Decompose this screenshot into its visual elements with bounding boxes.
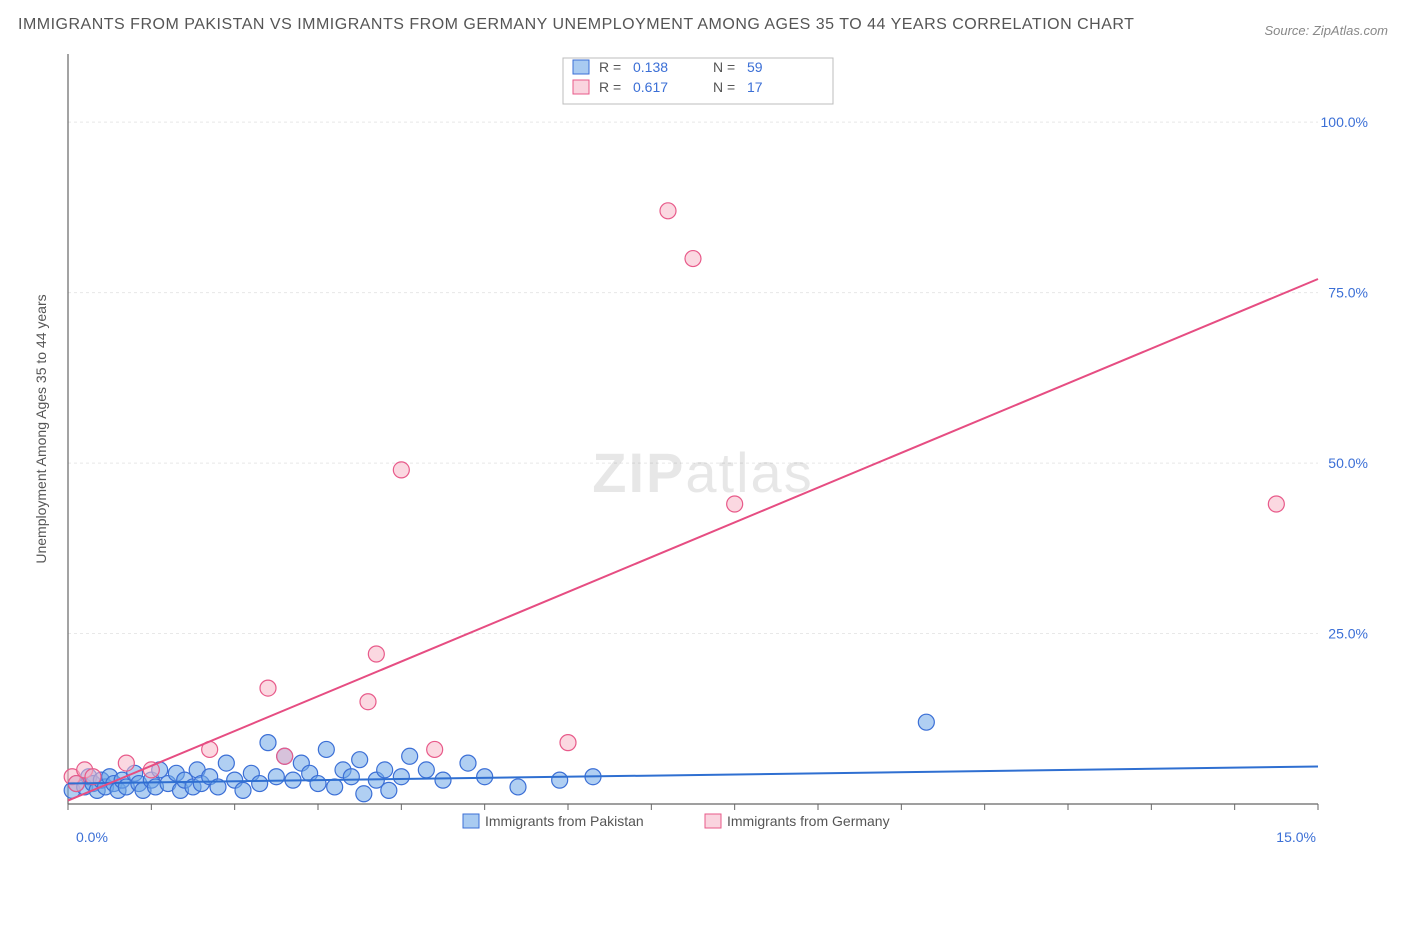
source-label: Source: ZipAtlas.com — [1264, 23, 1388, 38]
svg-text:75.0%: 75.0% — [1328, 284, 1368, 300]
svg-text:Immigrants from Germany: Immigrants from Germany — [727, 813, 890, 829]
svg-text:50.0%: 50.0% — [1328, 455, 1368, 471]
chart-title: IMMIGRANTS FROM PAKISTAN VS IMMIGRANTS F… — [18, 12, 1134, 38]
svg-text:N =: N = — [713, 59, 735, 75]
svg-text:R =: R = — [599, 59, 621, 75]
svg-text:0.0%: 0.0% — [76, 829, 108, 845]
correlation-scatter-chart: 25.0% 50.0% 75.0% 100.0% 0.0% 15.0% Unemployme… — [18, 44, 1368, 914]
svg-text:R =: R = — [599, 79, 621, 95]
svg-text:17: 17 — [747, 79, 763, 95]
svg-text:0.138: 0.138 — [633, 59, 668, 75]
svg-text:25.0%: 25.0% — [1328, 625, 1368, 641]
svg-text:0.617: 0.617 — [633, 79, 668, 95]
svg-text:100.0%: 100.0% — [1321, 114, 1368, 130]
svg-text:59: 59 — [747, 59, 763, 75]
svg-text:15.0%: 15.0% — [1276, 829, 1316, 845]
svg-text:Immigrants from Pakistan: Immigrants from Pakistan — [485, 813, 644, 829]
svg-text:N =: N = — [713, 79, 735, 95]
svg-text:Unemployment Among Ages 35 to: Unemployment Among Ages 35 to 44 years — [33, 294, 49, 563]
